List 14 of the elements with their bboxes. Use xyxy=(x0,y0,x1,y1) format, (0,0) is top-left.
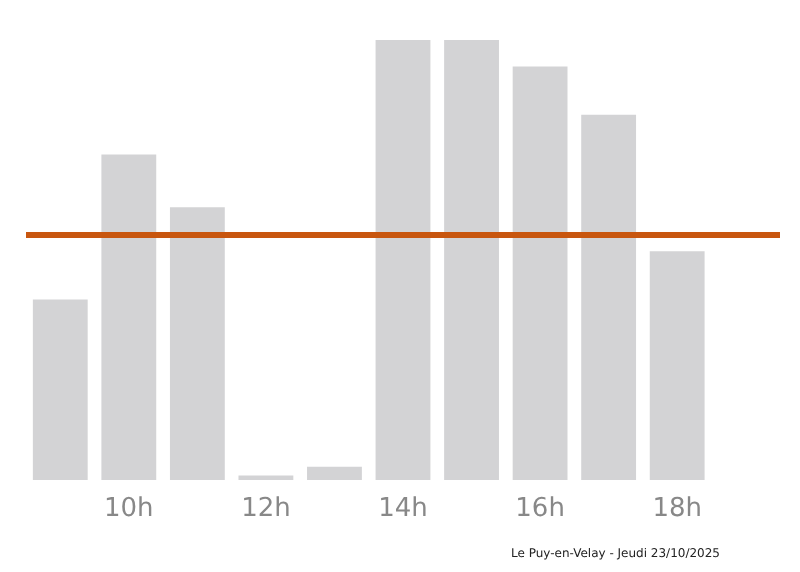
bar xyxy=(32,299,88,480)
bar xyxy=(375,40,431,480)
bar xyxy=(581,114,637,480)
bar xyxy=(101,154,157,480)
bar xyxy=(307,466,362,480)
x-tick-label: 18h xyxy=(652,494,702,524)
x-tick-label: 16h xyxy=(515,494,565,524)
x-tick-label: 12h xyxy=(241,494,291,524)
x-tick-label: 10h xyxy=(104,494,154,524)
x-tick-label: 14h xyxy=(378,494,428,524)
bar xyxy=(512,66,568,480)
bar xyxy=(444,40,499,480)
bar xyxy=(169,207,225,480)
bar xyxy=(649,251,705,480)
